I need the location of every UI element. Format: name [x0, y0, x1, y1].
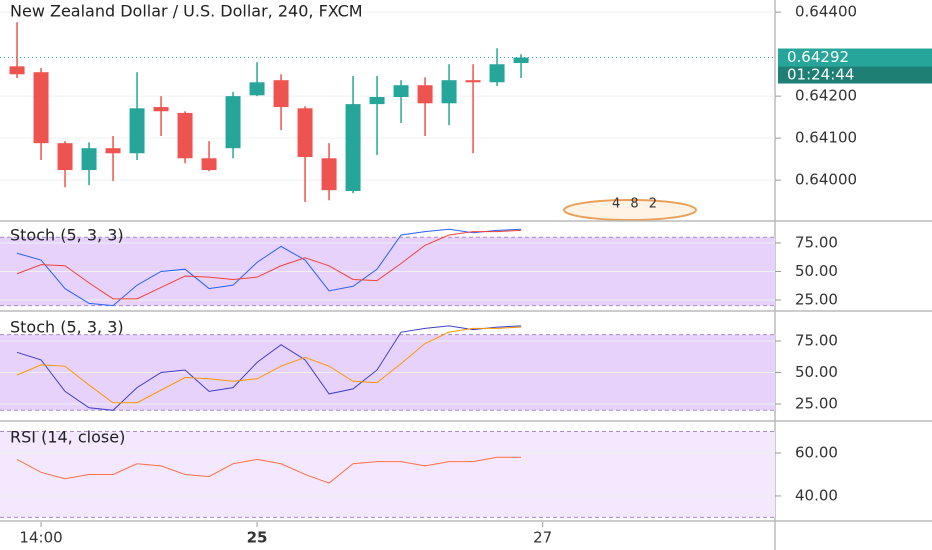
- candle-body: [249, 82, 265, 96]
- y-tick-label: 0.64400: [795, 3, 857, 21]
- countdown-box: [778, 66, 932, 84]
- candle-body: [441, 80, 457, 104]
- pane-title: Stoch (5, 3, 3): [10, 318, 124, 337]
- candle-body: [273, 80, 289, 108]
- candle-body: [489, 64, 505, 83]
- y-tick-label: 75.00: [795, 233, 838, 251]
- band: [0, 431, 775, 518]
- candle-body: [9, 66, 25, 75]
- x-tick-label: 25: [247, 529, 268, 547]
- candle-body: [465, 80, 481, 83]
- x-tick-label: 27: [533, 529, 552, 547]
- y-tick-label: 40.00: [795, 486, 838, 504]
- y-tick-label: 60.00: [795, 443, 838, 461]
- candle-body: [153, 107, 169, 112]
- y-tick-label: 75.00: [795, 331, 838, 349]
- indicator-line: [16, 456, 522, 484]
- countdown: 01:24:44: [787, 66, 854, 84]
- last-price-label: 0.64292: [787, 48, 849, 66]
- candle-body: [345, 104, 361, 192]
- last-price-box: [778, 48, 932, 67]
- candle-body: [417, 85, 433, 104]
- indicator-line: [16, 229, 522, 300]
- watermark-badge: [563, 199, 697, 221]
- pane-title: RSI (14, close): [10, 428, 125, 447]
- x-tick-label: 14:00: [19, 529, 62, 547]
- y-tick-label: 25.00: [795, 394, 838, 412]
- pane-title: New Zealand Dollar / U.S. Dollar, 240, F…: [10, 2, 363, 21]
- y-tick-label: 50.00: [795, 262, 838, 280]
- candle-body: [201, 158, 217, 171]
- candle-body: [129, 108, 145, 154]
- candle-body: [393, 85, 409, 97]
- indicator-line: [16, 228, 522, 307]
- watermark: 4 8 2: [563, 197, 697, 221]
- y-tick-label: 0.64200: [795, 87, 857, 105]
- candle-body: [369, 96, 385, 105]
- y-tick-label: 25.00: [795, 290, 838, 308]
- candle-body: [81, 148, 97, 171]
- y-tick-label: 0.64000: [795, 171, 857, 189]
- y-tick-label: 0.64100: [795, 129, 857, 147]
- indicator-line: [16, 325, 522, 411]
- watermark-text: 4 8 2: [612, 197, 660, 212]
- candle-body: [297, 108, 313, 158]
- candle-body: [513, 57, 529, 63]
- candle-body: [33, 72, 49, 144]
- y-tick-label: 50.00: [795, 363, 838, 381]
- candle-body: [321, 158, 337, 191]
- pane-title: Stoch (5, 3, 3): [10, 226, 124, 245]
- indicator-line: [16, 326, 522, 404]
- candle-body: [105, 148, 121, 154]
- candle-body: [177, 112, 193, 159]
- candle-body: [225, 96, 241, 149]
- candle-body: [57, 143, 73, 171]
